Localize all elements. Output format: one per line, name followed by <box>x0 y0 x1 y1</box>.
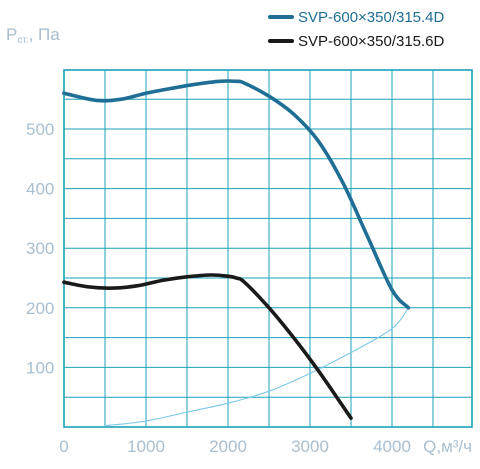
legend-label: SVP-600×350/315.6D <box>298 33 445 50</box>
series-line-svp-4d <box>62 79 411 310</box>
series-line-svp-6d <box>62 273 353 420</box>
x-tick-label: 1000 <box>127 437 165 456</box>
y-tick-label: 300 <box>26 239 54 258</box>
series-layer <box>62 79 411 427</box>
legend-label: SVP-600×350/315.4D <box>298 9 445 26</box>
x-tick-label: 0 <box>59 437 68 456</box>
y-tick-label: 200 <box>26 299 54 318</box>
tick-labels: 0 1000 2000 3000 4000 100 200 300 400 500 <box>26 120 411 456</box>
x-axis-title: Q,м³/ч <box>423 437 472 456</box>
x-tick-label: 3000 <box>291 437 329 456</box>
y-axis-title: Pст., Па <box>6 25 60 46</box>
legend: SVP-600×350/315.4D SVP-600×350/315.6D <box>268 9 445 50</box>
x-tick-label: 2000 <box>209 437 247 456</box>
system-curve-line <box>104 307 409 427</box>
y-tick-label: 500 <box>26 120 54 139</box>
grid <box>63 69 473 428</box>
x-tick-label: 4000 <box>373 437 411 456</box>
y-tick-label: 100 <box>26 358 54 377</box>
y-tick-label: 400 <box>26 180 54 199</box>
